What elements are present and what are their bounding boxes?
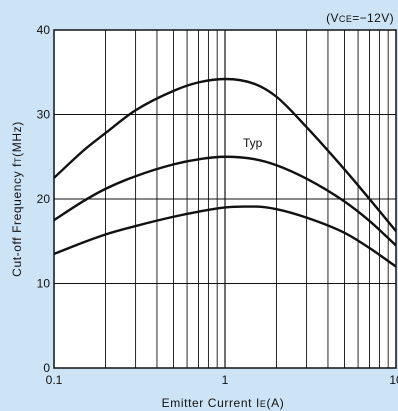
tick-labels: 0 10 20 30 40 0.1 1 10 <box>37 23 398 387</box>
curve-typ <box>53 155 397 247</box>
y-tick-label: 10 <box>37 277 51 291</box>
y-tick-label: 30 <box>37 108 51 122</box>
x-tick-label: 0.1 <box>46 373 63 387</box>
x-axis-label: Emitter Current IE(A) <box>162 396 285 410</box>
x-tick-label: 10 <box>389 373 398 387</box>
grid <box>54 30 396 368</box>
y-tick-label: 0 <box>43 361 50 375</box>
condition-label: (VCE=−12V) <box>326 11 394 25</box>
curve-upper <box>53 77 397 232</box>
y-tick-label: 40 <box>37 23 51 37</box>
curves <box>53 77 397 268</box>
x-tick-label: 1 <box>222 373 229 387</box>
curve-lower <box>53 205 397 268</box>
y-tick-label: 20 <box>37 192 51 206</box>
annotation-typ: Typ <box>243 136 263 150</box>
y-axis-label: Cut-off Frequency fT(MHz) <box>10 121 24 277</box>
